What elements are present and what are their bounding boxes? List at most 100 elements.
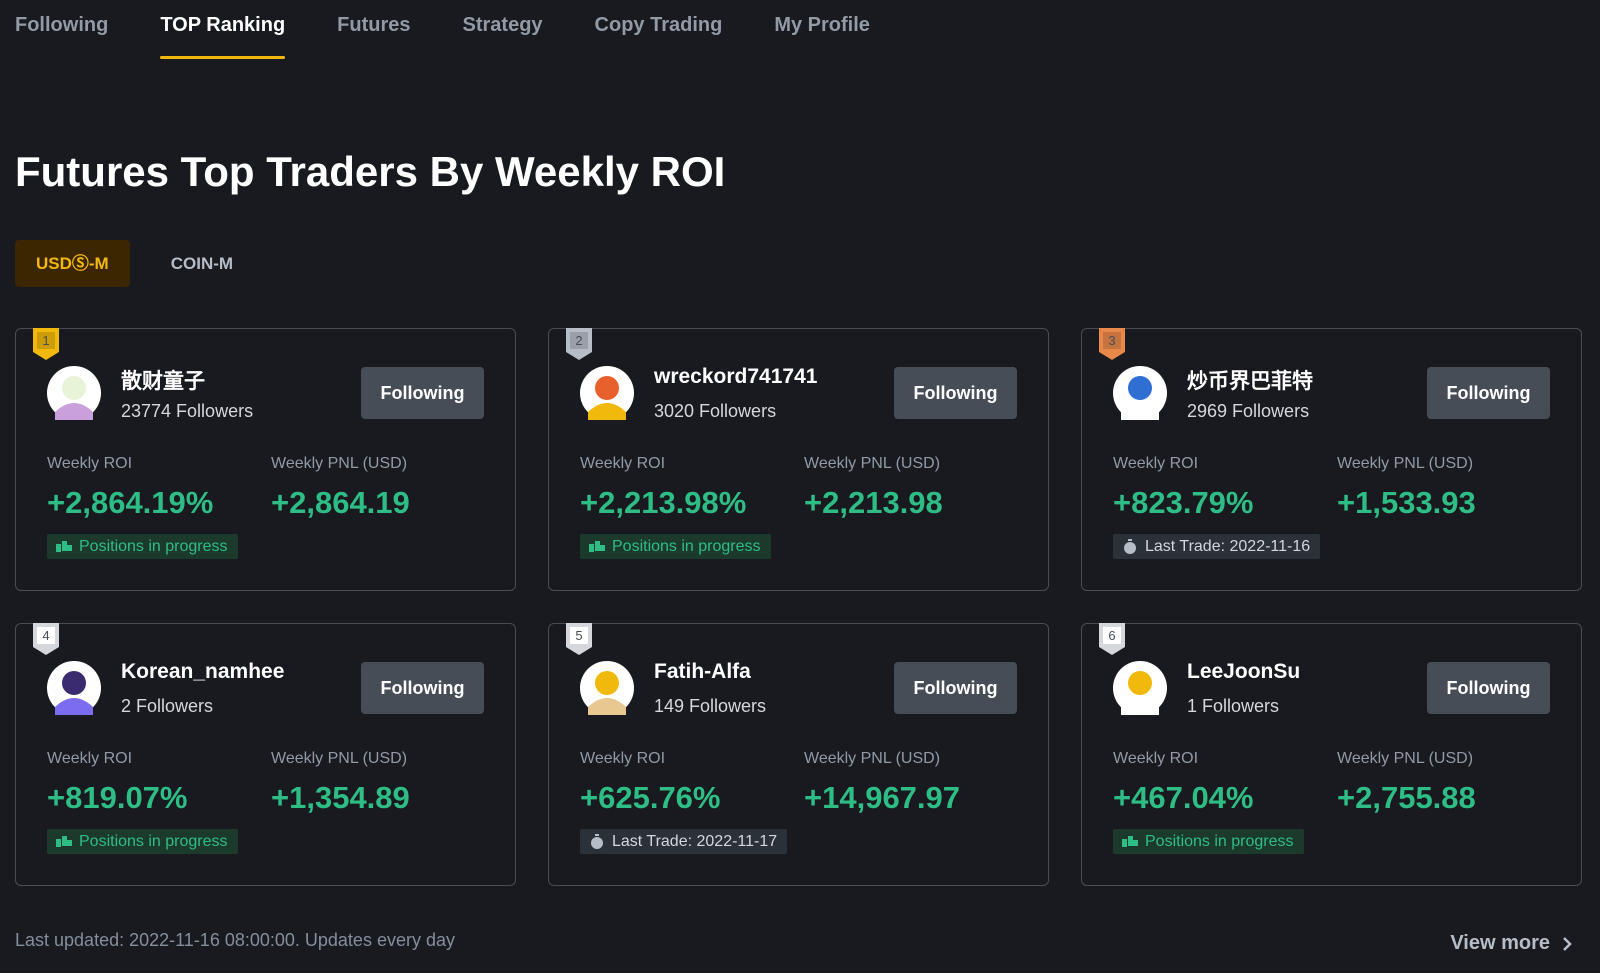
view-more[interactable]: View more <box>1450 932 1572 955</box>
nav-tab[interactable]: Futures <box>337 14 411 36</box>
view-more-text[interactable]: View more <box>1450 932 1550 954</box>
chevron-icon <box>1563 936 1572 951</box>
rank-badge: 6 <box>1099 623 1125 655</box>
roi-value: +625.76% <box>580 780 721 815</box>
nav-bar: Following TOP Ranking Futures Strategy Copy … <box>15 14 870 59</box>
trader-card: 6 LeeJoonSu 1 Followers Following Weekly ROI… <box>1081 623 1582 886</box>
status-tag: Positions in progress <box>47 829 238 854</box>
avatar <box>47 366 101 420</box>
pnl-value: +2,864.19 <box>271 485 410 520</box>
pnl-label: Weekly PNL (USD) <box>271 750 408 767</box>
roi-value: +819.07% <box>47 780 188 815</box>
nav-tab[interactable]: TOP Ranking <box>160 14 285 59</box>
trader-card: 1 散财童子 23774 Followers Following Weekly ROI W… <box>15 328 516 591</box>
rank-badge: 2 <box>566 328 592 360</box>
rank-number: 1 <box>42 333 49 348</box>
roi-value: +2,213.98% <box>580 485 747 520</box>
roi-label: Weekly ROI <box>47 455 133 472</box>
pnl-value: +14,967.97 <box>804 780 961 815</box>
following-button[interactable]: Following <box>361 367 484 419</box>
follower-count: 1 Followers <box>1187 696 1280 716</box>
follower-count: 149 Followers <box>654 696 767 716</box>
follower-count: 3020 Followers <box>654 401 777 421</box>
rank-badge: 5 <box>566 623 592 655</box>
status-text: Positions in progress <box>79 537 228 555</box>
following-button[interactable]: Following <box>361 662 484 714</box>
rank-badge: 3 <box>1099 328 1125 360</box>
nav-tab[interactable]: My Profile <box>774 14 870 36</box>
trader-card: 3 炒币界巴菲特 2969 Followers Following Weekly ROI… <box>1081 328 1582 591</box>
avatar <box>1113 661 1167 715</box>
roi-label: Weekly ROI <box>580 750 666 767</box>
following-button[interactable]: Following <box>894 367 1017 419</box>
trader-name[interactable]: Fatih-Alfa <box>654 660 751 683</box>
status-text: Last Trade: 2022-11-16 <box>1145 537 1311 555</box>
status-tag: Positions in progress <box>580 534 771 559</box>
trader-name[interactable]: Korean_namhee <box>121 660 285 683</box>
avatar <box>47 661 101 715</box>
pnl-value: +2,213.98 <box>804 485 943 520</box>
status-text: Last Trade: 2022-11-17 <box>612 832 778 850</box>
follower-count: 2969 Followers <box>1187 401 1310 421</box>
roi-value: +467.04% <box>1113 780 1254 815</box>
market-toggle: USDⓈ-M COIN-M <box>15 240 254 287</box>
rank-number: 5 <box>575 628 582 643</box>
nav-tab[interactable]: Copy Trading <box>594 14 723 36</box>
trader-name[interactable]: wreckord741741 <box>654 365 818 388</box>
last-updated: Last updated: 2022-11-16 08:00:00. Updat… <box>15 930 455 950</box>
pnl-value: +1,533.93 <box>1337 485 1476 520</box>
following-button[interactable]: Following <box>1427 367 1550 419</box>
trader-card: 4 Korean_namhee 2 Followers Following Weekly… <box>15 623 516 886</box>
rank-number: 6 <box>1108 628 1115 643</box>
roi-value: +823.79% <box>1113 485 1254 520</box>
roi-value: +2,864.19% <box>47 485 214 520</box>
trader-name[interactable]: LeeJoonSu <box>1187 660 1301 683</box>
status-icon <box>56 835 72 847</box>
nav-tab[interactable]: Strategy <box>462 14 543 36</box>
roi-label: Weekly ROI <box>580 455 666 472</box>
follower-count: 23774 Followers <box>121 401 254 421</box>
rank-number: 4 <box>42 628 49 643</box>
rank-number: 2 <box>575 333 582 348</box>
trader-card: 2 wreckord741741 3020 Followers Following We… <box>548 328 1049 591</box>
status-tag: Last Trade: 2022-11-16 <box>1113 534 1321 559</box>
status-icon <box>56 540 72 552</box>
status-text: Positions in progress <box>612 537 761 555</box>
roi-label: Weekly ROI <box>47 750 133 767</box>
avatar <box>1113 366 1167 420</box>
avatar <box>580 366 634 420</box>
status-text: Positions in progress <box>1145 832 1294 850</box>
pnl-label: Weekly PNL (USD) <box>1337 750 1474 767</box>
trader-name[interactable]: 散财童子 <box>121 370 205 393</box>
following-button[interactable]: Following <box>894 662 1017 714</box>
pnl-value: +1,354.89 <box>271 780 410 815</box>
status-tag: Positions in progress <box>47 534 238 559</box>
trader-name[interactable]: 炒币界巴菲特 <box>1187 370 1313 393</box>
rank-badge: 1 <box>33 328 59 360</box>
follower-count: 2 Followers <box>121 696 214 716</box>
status-text: Positions in progress <box>79 832 228 850</box>
status-icon <box>591 833 603 849</box>
pnl-label: Weekly PNL (USD) <box>804 750 941 767</box>
avatar <box>580 661 634 715</box>
pnl-label: Weekly PNL (USD) <box>271 455 408 472</box>
page-title: Futures Top Traders By Weekly ROI <box>15 148 726 195</box>
roi-label: Weekly ROI <box>1113 750 1199 767</box>
rank-number: 3 <box>1108 333 1115 348</box>
roi-label: Weekly ROI <box>1113 455 1199 472</box>
status-icon <box>1124 538 1136 554</box>
pnl-label: Weekly PNL (USD) <box>1337 455 1474 472</box>
pnl-label: Weekly PNL (USD) <box>804 455 941 472</box>
trader-card: 5 Fatih-Alfa 149 Followers Following Weekly … <box>548 623 1049 886</box>
toggle-option[interactable]: COIN-M <box>170 254 234 273</box>
status-icon <box>1122 835 1138 847</box>
status-tag: Last Trade: 2022-11-17 <box>580 829 788 854</box>
pnl-value: +2,755.88 <box>1337 780 1476 815</box>
toggle-option[interactable]: USDⓈ-M <box>15 240 130 287</box>
following-button[interactable]: Following <box>1427 662 1550 714</box>
rank-badge: 4 <box>33 623 59 655</box>
nav-tab[interactable]: Following <box>15 14 109 36</box>
status-tag: Positions in progress <box>1113 829 1304 854</box>
status-icon <box>589 540 605 552</box>
